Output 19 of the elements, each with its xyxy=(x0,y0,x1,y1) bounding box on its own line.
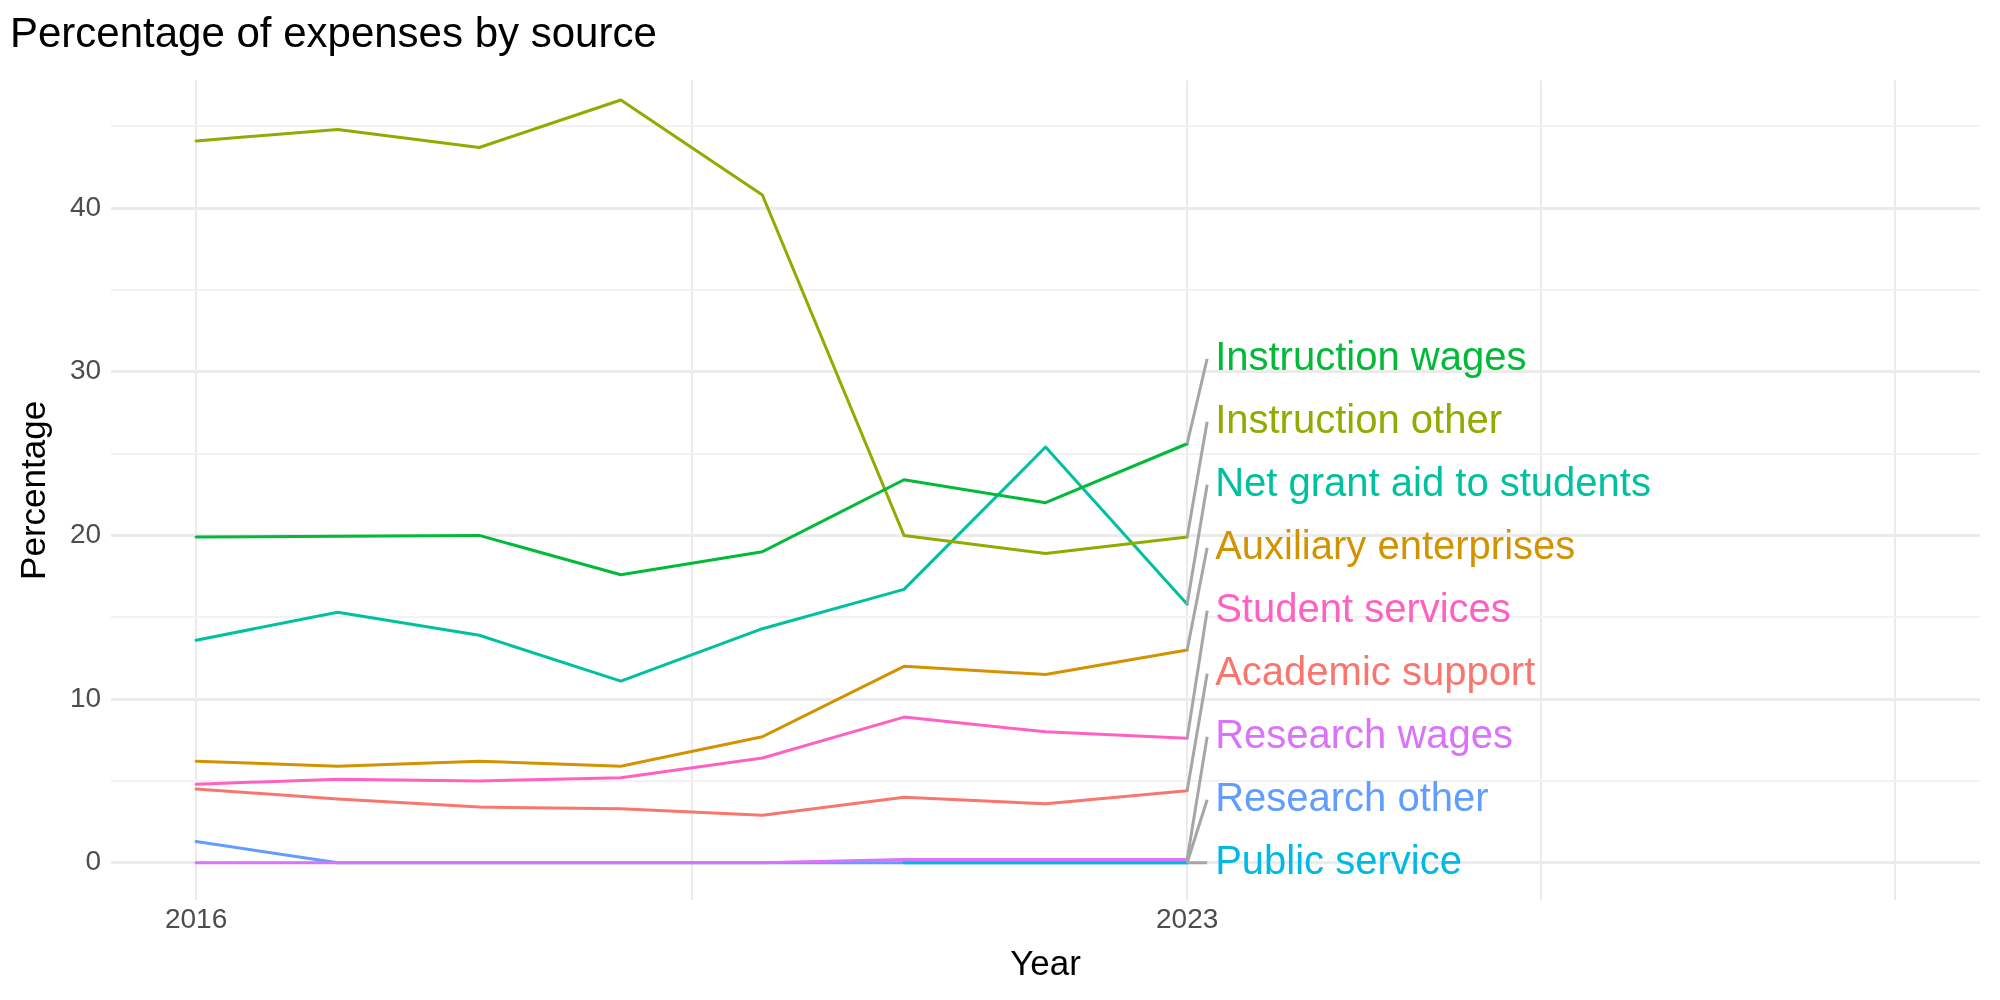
series-label: Public service xyxy=(1215,837,1462,882)
y-tick-label: 10 xyxy=(69,681,102,713)
text: Auxiliary enterprises xyxy=(1215,522,1576,567)
text: Research wages xyxy=(1215,711,1514,756)
text: Instruction other xyxy=(1215,396,1502,441)
y-tick-label: 0 xyxy=(85,845,102,877)
text: Student services xyxy=(1215,585,1511,630)
x-tick-label: 2023 xyxy=(1156,902,1219,934)
y-axis-title: Percentage xyxy=(12,400,52,580)
chart-title: Percentage of expenses by source xyxy=(10,8,657,56)
series-label: Research other xyxy=(1215,774,1489,819)
x-tick-label: 2016 xyxy=(164,902,228,934)
y-tick-label: 30 xyxy=(69,354,102,386)
text: Academic support xyxy=(1215,648,1536,693)
text: Net grant aid to students xyxy=(1215,459,1651,504)
series-label: Instruction wages xyxy=(1215,333,1527,378)
x-axis-title: Year xyxy=(1010,942,1082,982)
y-tick-label: 40 xyxy=(69,190,102,222)
y-tick-label: 20 xyxy=(69,518,102,550)
